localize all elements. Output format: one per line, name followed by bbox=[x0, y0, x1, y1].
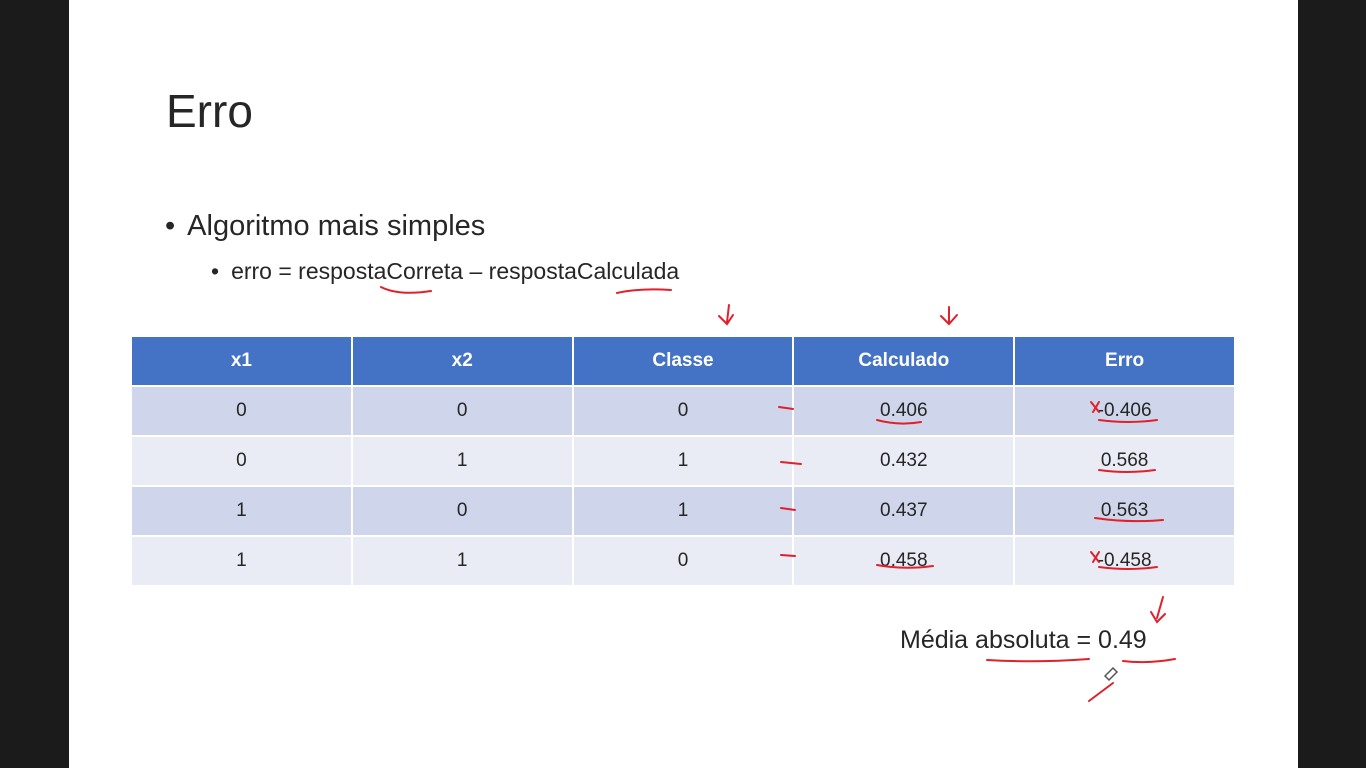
annotation-underline bbox=[1122, 658, 1176, 664]
cell-x1: 0 bbox=[130, 435, 353, 487]
annotation-underline bbox=[380, 286, 432, 294]
cell-x2: 1 bbox=[350, 435, 574, 487]
cell-x2: 1 bbox=[350, 535, 574, 587]
table-row: 0 0 0 0.406 -0.406 bbox=[130, 385, 1236, 437]
cell-x1: 1 bbox=[130, 535, 353, 587]
header-erro: Erro bbox=[1013, 335, 1236, 387]
bullet-dot: • bbox=[165, 210, 176, 242]
table-row: 0 1 1 0.432 0.568 bbox=[130, 435, 1236, 487]
annotation-stroke bbox=[1088, 682, 1114, 702]
annotation-arrow bbox=[1150, 596, 1166, 624]
cell-calculado: 0.432 bbox=[792, 435, 1016, 487]
table-header-row: x1 x2 Classe Calculado Erro bbox=[130, 335, 1236, 387]
cell-classe: 0 bbox=[571, 535, 795, 587]
slide: Erro • Algoritmo mais simples • erro = res… bbox=[69, 0, 1298, 768]
cell-erro: 0.563 bbox=[1013, 485, 1236, 537]
bullet-sub-dot: • bbox=[211, 258, 220, 284]
bullet-main-text: Algoritmo mais simples bbox=[187, 210, 486, 242]
cell-x2: 0 bbox=[350, 485, 574, 537]
annotation-underline bbox=[616, 288, 672, 294]
annotation-arrow bbox=[718, 304, 734, 326]
pen-cursor-icon bbox=[1103, 666, 1119, 682]
cell-erro: -0.406 bbox=[1013, 385, 1236, 437]
cell-x1: 1 bbox=[130, 485, 353, 537]
cell-classe: 1 bbox=[571, 485, 795, 537]
cell-calculado: 0.437 bbox=[792, 485, 1016, 537]
cell-x2: 0 bbox=[350, 385, 574, 437]
cell-x1: 0 bbox=[130, 385, 353, 437]
cell-erro: -0.458 bbox=[1013, 535, 1236, 587]
table-row: 1 0 1 0.437 0.563 bbox=[130, 485, 1236, 537]
cell-classe: 1 bbox=[571, 435, 795, 487]
cell-erro: 0.568 bbox=[1013, 435, 1236, 487]
mean-absolute-error: Média absoluta = 0.49 bbox=[900, 626, 1147, 654]
header-calculado: Calculado bbox=[792, 335, 1016, 387]
header-x1: x1 bbox=[130, 335, 353, 387]
cell-classe: 0 bbox=[571, 385, 795, 437]
header-x2: x2 bbox=[350, 335, 574, 387]
table-row: 1 1 0 0.458 -0.458 bbox=[130, 535, 1236, 587]
annotation-underline bbox=[986, 658, 1090, 663]
annotation-arrow bbox=[940, 306, 958, 326]
error-table: x1 x2 Classe Calculado Erro 0 0 0 0.406 … bbox=[130, 335, 1236, 587]
slide-title: Erro bbox=[166, 85, 253, 137]
bullet-main: • Algoritmo mais simples bbox=[165, 210, 485, 243]
bullet-sub-text: erro = respostaCorreta – respostaCalcula… bbox=[231, 258, 680, 284]
cell-calculado: 0.406 bbox=[792, 385, 1016, 437]
cell-calculado: 0.458 bbox=[792, 535, 1016, 587]
header-classe: Classe bbox=[571, 335, 795, 387]
bullet-sub: • erro = respostaCorreta – respostaCalcul… bbox=[211, 258, 679, 285]
